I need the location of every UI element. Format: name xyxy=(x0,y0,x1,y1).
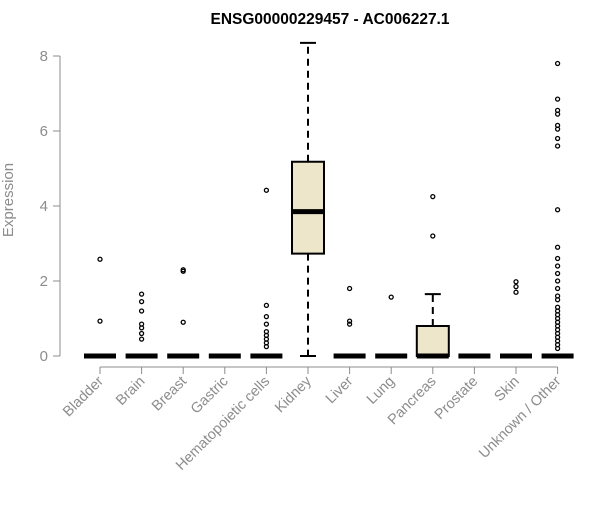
outlier-point xyxy=(430,233,436,239)
chart-title: ENSG00000229457 - AC006227.1 xyxy=(211,11,450,28)
outlier-point xyxy=(554,122,561,129)
outlier-point xyxy=(346,318,353,324)
outlier-point xyxy=(554,107,561,114)
y-tick-label: 6 xyxy=(40,123,48,140)
outlier-point xyxy=(138,321,145,327)
outlier-point xyxy=(554,304,561,310)
outlier-point xyxy=(554,293,561,299)
outlier-point xyxy=(346,285,353,292)
box-hematopoietic-cells xyxy=(250,187,283,359)
box-skin xyxy=(500,279,532,359)
outlier-point xyxy=(138,298,145,305)
outlier-point xyxy=(554,270,561,277)
x-tick-label: Skin xyxy=(492,374,523,405)
outlier-point xyxy=(554,278,561,284)
outlier-point xyxy=(554,96,561,102)
outlier-point xyxy=(388,294,394,300)
box-body xyxy=(291,160,325,255)
x-tick-label: Kidney xyxy=(272,373,315,416)
x-tick-label: Breast xyxy=(149,374,190,415)
outlier-point xyxy=(513,283,519,290)
outlier-point xyxy=(263,302,270,309)
outlier-point xyxy=(263,328,270,335)
outlier-point xyxy=(138,330,145,337)
outlier-point xyxy=(554,263,561,269)
outlier-point xyxy=(97,318,103,324)
box-liver xyxy=(333,285,366,359)
box-pancreas xyxy=(415,193,450,359)
box-brain xyxy=(125,291,158,359)
outlier-point xyxy=(263,321,270,327)
outlier-point xyxy=(513,289,519,295)
outlier-point xyxy=(263,313,270,320)
box-group xyxy=(84,41,574,359)
outlier-point xyxy=(138,308,145,314)
outlier-point xyxy=(554,207,561,213)
outlier-point xyxy=(554,255,561,262)
y-axis-label: Expression xyxy=(0,163,17,237)
outlier-point xyxy=(554,135,561,142)
y-tick-label: 2 xyxy=(40,273,48,290)
outlier-point xyxy=(554,143,561,149)
outlier-point xyxy=(97,256,103,262)
outlier-point xyxy=(138,291,145,297)
x-tick-label: Liver xyxy=(323,373,357,407)
y-tick-label: 8 xyxy=(40,48,48,65)
box-bladder xyxy=(84,256,116,359)
box-kidney xyxy=(291,41,325,357)
outlier-point xyxy=(138,336,145,342)
y-tick-label: 0 xyxy=(40,348,48,365)
box-unknown-other xyxy=(541,60,574,359)
y-tick-label: 4 xyxy=(40,198,48,215)
x-tick-label: Bladder xyxy=(60,373,107,420)
outlier-point xyxy=(263,187,270,193)
outlier-point xyxy=(554,60,561,67)
y-axis: 0 2 4 6 8 xyxy=(40,48,61,365)
outlier-point xyxy=(554,244,561,250)
x-tick-label: Brain xyxy=(113,374,148,409)
outlier-point xyxy=(430,193,436,200)
outlier-point xyxy=(180,319,186,325)
outlier-point xyxy=(346,321,353,327)
outlier-point xyxy=(513,279,519,285)
x-tick-label: Lung xyxy=(364,374,398,408)
box-body xyxy=(415,325,450,357)
outlier-point xyxy=(180,267,186,273)
box-lung xyxy=(375,294,408,359)
box-breast xyxy=(167,267,200,359)
x-tick-label: Prostate xyxy=(432,374,481,423)
outlier-point xyxy=(554,285,561,292)
